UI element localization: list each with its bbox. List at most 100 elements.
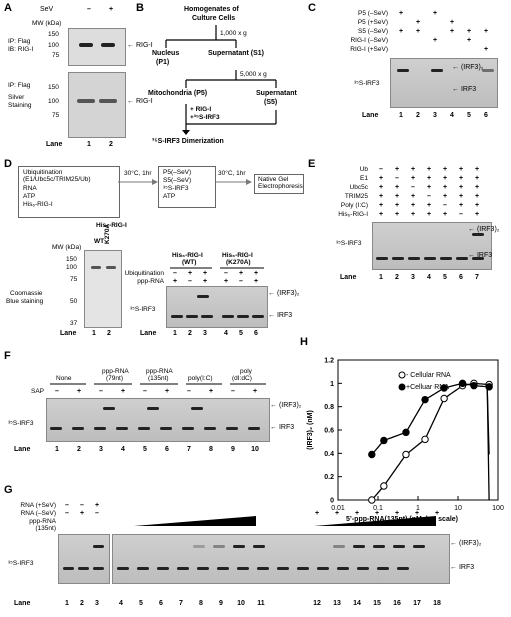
e-sign-5-2: + [410,211,416,218]
e-sign-0-5: + [458,166,464,173]
curve-series-0 [371,382,490,501]
c-dimer-band-6 [482,69,494,72]
e-sign-0-1: + [394,166,400,173]
c-dimer-arrow: ← (IRF3)₂ [452,64,484,71]
y-tick-label-0: 0 [330,498,334,505]
e-sign-5-5: – [459,211,463,218]
d-mono-band-1 [171,315,183,318]
e-row-2: Ubc5c [349,184,368,191]
d-mw-100: 100 [66,264,77,271]
d-lane-left-2: 2 [107,330,111,337]
c-row-4: RIG-I (+SeV) [350,46,388,53]
f-mono-band-3 [94,427,106,430]
e-sign-5-4: + [442,211,448,218]
y-axis-label: (IRF3)₂ (nM) [307,410,314,450]
e-lane-1: 1 [379,274,383,281]
point-series-1-6 [470,381,478,390]
e-sign-0-4: + [442,166,448,173]
g-mono-b-13 [297,567,309,570]
panel-label-h: H [300,336,308,348]
f-mono-band-8 [204,427,216,430]
c-sign-1-1: + [415,19,421,26]
d-lane-right-3: 3 [203,330,207,337]
x-tick-label-2: 1 [416,505,420,512]
d-dimer-band-3 [197,295,209,298]
e-lane-7: 7 [475,274,479,281]
y-tick-label-3: 0.6 [324,428,334,435]
c-lane-6: 6 [484,112,488,119]
g-mono-a-2 [78,567,89,570]
b-s1: Supernatant (S1) [208,50,265,57]
g-mono-b-9 [217,567,229,570]
e-row-0: Ub [359,166,368,173]
d-box1-line4: ATP [23,193,36,200]
h-xlabel: 5’-ppp-RNA(135nt) (nM, log scale) [346,516,459,523]
c-lane-5: 5 [467,112,471,119]
mw-100-a: 100 [48,42,59,49]
y-tick-label-5: 1 [330,381,334,388]
sev-minus: – [87,6,91,13]
e-sign-4-6: + [474,202,480,209]
g-dimer-17 [393,545,405,548]
g-lane-2: 2 [80,600,84,607]
d-ub-sign-2: + [202,270,208,277]
legend-closed-marker [398,383,406,391]
g-mono-b-16 [357,567,369,570]
d-lane-left-1: 1 [92,330,96,337]
f-lane-10: 10 [251,446,259,453]
d-ppp-sign-1: – [188,278,192,285]
g-dimer-18 [413,545,425,548]
e-lane-6: 6 [459,274,463,281]
d-ub-sign-3: – [224,270,228,277]
point-series-1-3 [421,395,429,404]
e-row-5: His₆-RIG-I [338,211,368,218]
legend-open-marker [398,371,406,379]
e-sign-4-3: + [426,202,432,209]
c-row-3: RIG-I (–SeV) [350,37,388,44]
g-dimer-16 [373,545,385,548]
g-sevp-sign-0: – [65,502,69,509]
g-plus-c-4: + [394,510,400,517]
e-irf3-side: ³⁵S-IRF3 [336,240,362,247]
b-s5b: (S5) [264,99,278,106]
ss-band-1 [77,99,95,103]
d-mw-label: MW (kDa) [52,244,82,251]
d-his-title: His₆-RIG-I [96,222,127,229]
d-ub-sign-5: + [253,270,259,277]
g-mono-b-5 [137,567,149,570]
d-box2-line2: S5(–SeV) [163,177,192,184]
mw-label: MW (kDa) [32,20,62,27]
f-group-ppp135b: (135nt) [148,375,169,382]
e-lane-label: Lane [340,274,357,281]
g-lane-18: 18 [433,600,441,607]
panel-label-a: A [4,2,12,14]
point-series-0-3 [421,435,429,444]
e-sign-3-4: + [442,193,448,200]
e-sign-2-3: + [426,184,432,191]
f-sap-sign-6: – [187,388,191,395]
g-sevm-sign-0: – [65,510,69,517]
g-mono-arrow: ← IRF3 [450,564,475,571]
d-lane-right-5: 5 [239,330,243,337]
g-mono-b-12 [277,567,289,570]
g-plus-c-0: + [314,510,320,517]
c-sign-3-2: + [432,37,438,44]
e-row-3: TRIM25 [344,193,368,200]
e-sign-4-5: + [458,202,464,209]
e-lane-3: 3 [411,274,415,281]
f-sap-label: SAP [30,388,44,395]
g-lane-10: 10 [237,600,245,607]
f-sap-sign-8: – [231,388,235,395]
e-sign-3-6: + [474,193,480,200]
g-lane-3: 3 [95,600,99,607]
panel-label-e: E [308,158,316,170]
sev-label: SeV [40,6,54,13]
e-sign-2-4: + [442,184,448,191]
g-dimer-11 [253,545,265,548]
g-sevp-sign-2: + [94,502,100,509]
g-rna-plus-sev: RNA (+SeV) [20,502,56,509]
b-g2: 5,000 x g [240,71,267,78]
d-mw-75: 75 [70,276,78,283]
f-sap-sign-4: – [143,388,147,395]
e-mono-band-7 [472,257,484,260]
